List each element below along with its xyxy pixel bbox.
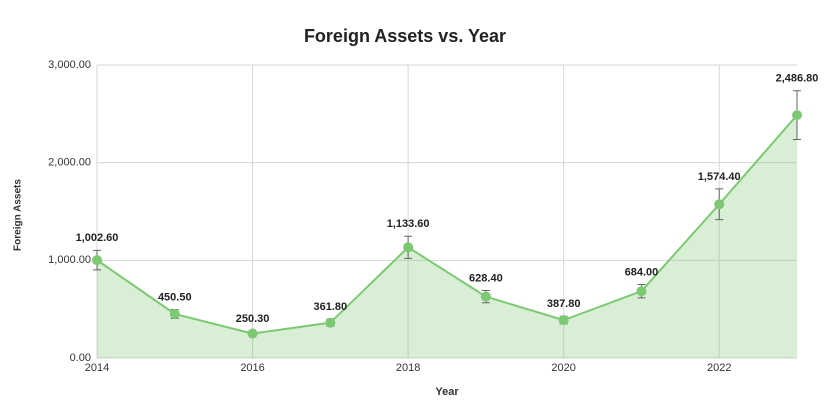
line [96,114,798,335]
point [403,242,414,253]
point [558,315,569,326]
data-label: 387.80 [547,298,581,310]
point [480,291,491,302]
y-axis-label: Foreign Assets [13,179,24,251]
point [325,317,336,328]
x-tick-label: 2018 [396,362,420,374]
x-tick-label: 2020 [551,362,575,374]
data-label: 628.40 [469,272,503,284]
data-label: 684.00 [625,266,659,278]
y-tick-label: 0.00 [70,352,91,364]
y-tick-label: 3,000.00 [48,59,91,71]
x-tick-label: 2022 [707,362,731,374]
data-label: 1,133.60 [387,218,430,230]
x-tick-label: 2014 [85,362,109,374]
x-tick-label: 2016 [240,362,264,374]
y-tick-label: 2,000.00 [48,157,91,169]
point [169,309,180,320]
data-label: 1,574.40 [698,171,741,183]
data-label: 361.80 [314,301,348,313]
data-label: 450.50 [158,292,192,304]
data-label: 2,486.80 [776,73,819,85]
point [247,328,258,339]
x-axis-label: Year [435,386,459,398]
point [792,110,802,121]
y-tick-label: 1,000.00 [48,254,91,266]
point [714,199,725,210]
point [636,286,647,297]
data-label: 1,002.60 [76,232,119,244]
chart-title: Foreign Assets vs. Year [304,26,506,46]
data-label: 250.30 [236,313,270,325]
area [97,115,797,359]
point [92,255,102,266]
